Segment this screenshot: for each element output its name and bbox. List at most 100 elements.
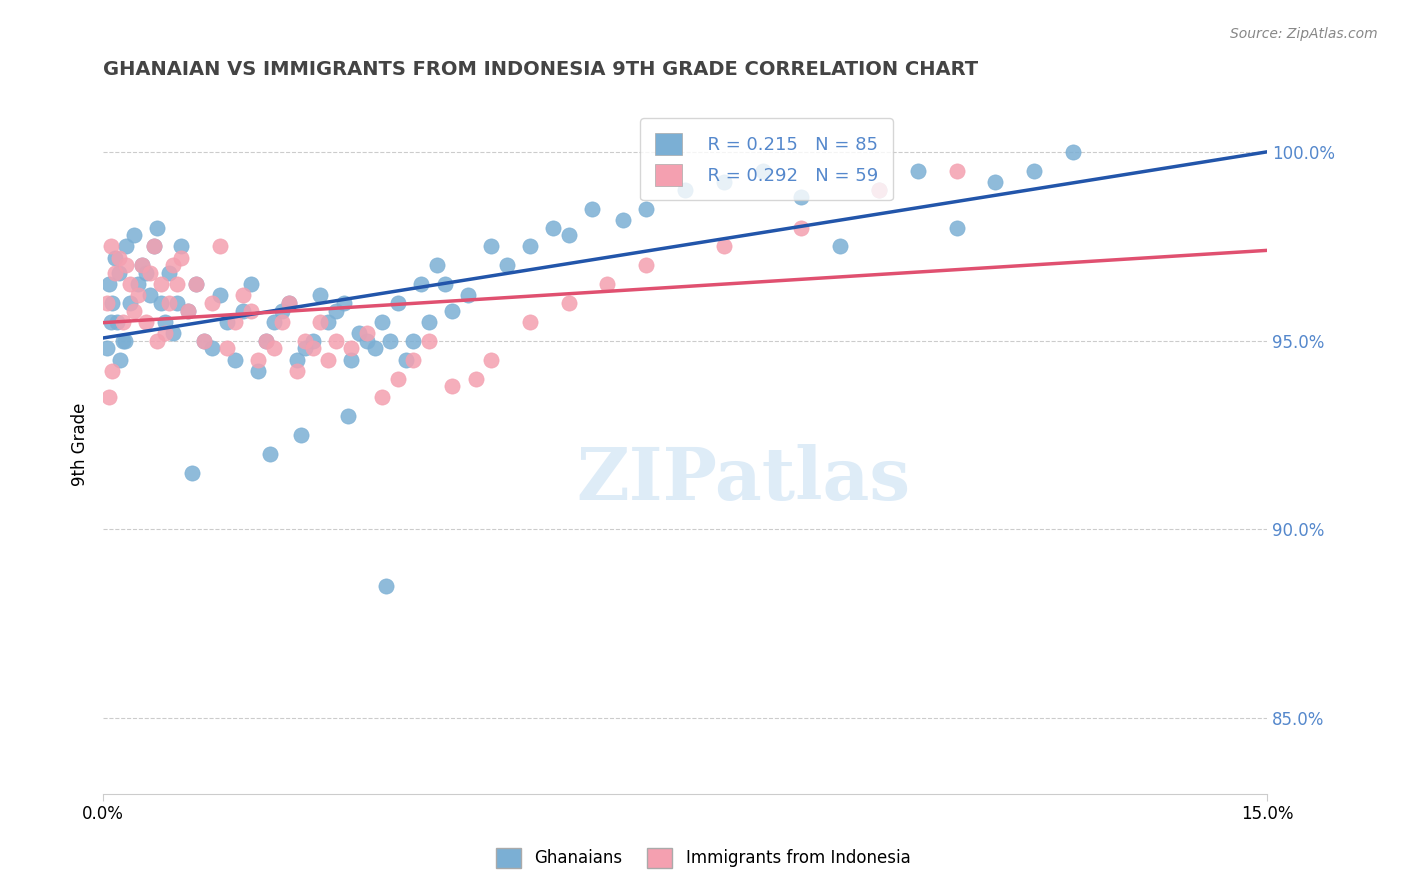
- Point: [120, 277, 142, 292]
- Point: [201, 341, 224, 355]
- Point: [115, 239, 138, 253]
- Point: [347, 326, 370, 341]
- Point: [713, 239, 735, 253]
- Point: [239, 303, 262, 318]
- Point: [104, 266, 127, 280]
- Point: [790, 190, 813, 204]
- Point: [868, 183, 890, 197]
- Point: [259, 447, 281, 461]
- Point: [907, 164, 929, 178]
- Point: [332, 296, 354, 310]
- Point: [247, 352, 270, 367]
- Point: [193, 334, 215, 348]
- Point: [387, 296, 409, 310]
- Point: [239, 277, 262, 292]
- Point: [142, 239, 165, 253]
- Point: [142, 239, 165, 253]
- Point: [479, 239, 502, 253]
- Point: [166, 277, 188, 292]
- Point: [186, 277, 208, 292]
- Point: [131, 258, 153, 272]
- Point: [101, 296, 124, 310]
- Point: [138, 288, 160, 302]
- Point: [131, 258, 153, 272]
- Point: [294, 334, 316, 348]
- Point: [612, 213, 634, 227]
- Point: [100, 239, 122, 253]
- Point: [636, 202, 658, 216]
- Point: [224, 352, 246, 367]
- Point: [433, 277, 456, 292]
- Point: [170, 251, 193, 265]
- Legend: Ghanaians, Immigrants from Indonesia: Ghanaians, Immigrants from Indonesia: [489, 841, 917, 875]
- Point: [1024, 164, 1046, 178]
- Point: [263, 315, 285, 329]
- Point: [166, 296, 188, 310]
- Point: [479, 352, 502, 367]
- Point: [411, 277, 433, 292]
- Point: [278, 296, 301, 310]
- Point: [114, 334, 136, 348]
- Point: [232, 303, 254, 318]
- Point: [150, 296, 173, 310]
- Point: [596, 277, 619, 292]
- Point: [162, 258, 184, 272]
- Point: [96, 341, 118, 355]
- Point: [122, 303, 145, 318]
- Point: [418, 315, 440, 329]
- Point: [301, 341, 323, 355]
- Point: [309, 315, 332, 329]
- Point: [441, 379, 464, 393]
- Point: [146, 220, 169, 235]
- Point: [441, 303, 464, 318]
- Y-axis label: 9th Grade: 9th Grade: [72, 403, 89, 486]
- Point: [107, 251, 129, 265]
- Point: [115, 258, 138, 272]
- Point: [309, 288, 332, 302]
- Point: [170, 239, 193, 253]
- Point: [98, 390, 121, 404]
- Point: [201, 296, 224, 310]
- Point: [177, 303, 200, 318]
- Point: [186, 277, 208, 292]
- Point: [371, 315, 394, 329]
- Point: [146, 334, 169, 348]
- Point: [208, 239, 231, 253]
- Point: [135, 315, 157, 329]
- Point: [108, 352, 131, 367]
- Point: [285, 352, 308, 367]
- Point: [157, 266, 180, 280]
- Point: [375, 579, 398, 593]
- Point: [790, 220, 813, 235]
- Point: [363, 341, 385, 355]
- Point: [162, 326, 184, 341]
- Point: [104, 251, 127, 265]
- Point: [395, 352, 418, 367]
- Point: [247, 364, 270, 378]
- Point: [98, 277, 121, 292]
- Point: [301, 334, 323, 348]
- Point: [177, 303, 200, 318]
- Point: [193, 334, 215, 348]
- Point: [101, 364, 124, 378]
- Point: [157, 296, 180, 310]
- Legend:   R = 0.215   N = 85,   R = 0.292   N = 59: R = 0.215 N = 85, R = 0.292 N = 59: [640, 119, 893, 201]
- Point: [457, 288, 479, 302]
- Point: [519, 239, 541, 253]
- Point: [127, 277, 149, 292]
- Point: [340, 341, 363, 355]
- Point: [111, 334, 134, 348]
- Point: [464, 371, 486, 385]
- Point: [232, 288, 254, 302]
- Point: [830, 239, 852, 253]
- Point: [557, 296, 579, 310]
- Point: [122, 228, 145, 243]
- Point: [581, 202, 603, 216]
- Point: [111, 315, 134, 329]
- Point: [519, 315, 541, 329]
- Point: [96, 296, 118, 310]
- Point: [278, 296, 301, 310]
- Text: Source: ZipAtlas.com: Source: ZipAtlas.com: [1230, 27, 1378, 41]
- Point: [418, 334, 440, 348]
- Point: [325, 334, 347, 348]
